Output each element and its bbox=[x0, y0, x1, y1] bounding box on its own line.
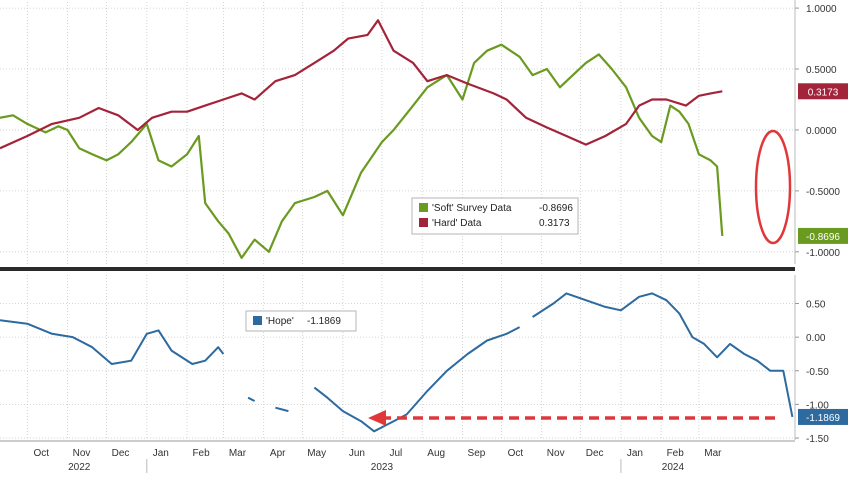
legend-value: -0.8696 bbox=[539, 203, 573, 214]
top-legend: 'Soft' Survey Data -0.8696 'Hard' Data 0.31… bbox=[411, 197, 579, 235]
y-tick-label-top: -0.5000 bbox=[806, 187, 840, 198]
grid-layer bbox=[0, 0, 799, 473]
label-layer: 1.0000 0.5000 0.0000 -0.5000 -1.0000 0.50 0.00… bbox=[33, 4, 848, 473]
x-tick-label: Jul bbox=[390, 448, 403, 459]
highlight-ellipse bbox=[754, 129, 792, 245]
legend-label: 'Hope' bbox=[266, 316, 294, 327]
bottom-legend-box bbox=[245, 310, 357, 332]
y-tick-label-bottom: -0.50 bbox=[806, 367, 829, 378]
top-legend-box bbox=[411, 197, 579, 235]
y-tick-label-bottom: -1.00 bbox=[806, 400, 829, 411]
hope-line-segment bbox=[313, 326, 521, 433]
hope-line-segment bbox=[275, 406, 289, 413]
series-layer bbox=[0, 19, 794, 433]
x-tick-label: Sep bbox=[468, 448, 486, 459]
y-tick-label-top: 0.0000 bbox=[806, 126, 837, 137]
x-tick-label: Mar bbox=[229, 448, 247, 459]
x-year-label: 2022 bbox=[68, 462, 91, 473]
y-tick-label-top: -1.0000 bbox=[806, 248, 840, 259]
legend-label: 'Soft' Survey Data bbox=[432, 203, 512, 214]
legend-swatch bbox=[419, 218, 428, 227]
hard-last-value-badge-bg bbox=[798, 83, 848, 100]
x-year-label: 2024 bbox=[662, 462, 685, 473]
hope-last-value-badge-bg bbox=[798, 408, 848, 425]
hope-last-value-badge: -1.1869 bbox=[798, 408, 848, 425]
hard-data-line bbox=[0, 19, 723, 150]
annotation-layer bbox=[368, 129, 792, 426]
hope-line-segment bbox=[247, 396, 256, 402]
panel-separator bbox=[0, 267, 795, 271]
legend-value: 0.3173 bbox=[539, 218, 570, 229]
x-tick-label: Nov bbox=[73, 448, 91, 459]
legend-layer: 'Soft' Survey Data -0.8696 'Hard' Data 0.31… bbox=[245, 197, 579, 332]
x-tick-label: Oct bbox=[33, 448, 49, 459]
x-tick-label: Jan bbox=[627, 448, 643, 459]
x-tick-label: Oct bbox=[508, 448, 524, 459]
x-tick-label: Aug bbox=[427, 448, 445, 459]
soft-last-value-badge-bg bbox=[798, 227, 848, 244]
soft-last-value-badge: -0.8696 bbox=[798, 227, 848, 244]
hope-line-segment bbox=[0, 319, 225, 365]
legend-swatch bbox=[419, 203, 428, 212]
hope-line-segment bbox=[532, 292, 794, 418]
red-dashed-arrow-head bbox=[368, 409, 386, 426]
x-tick-label: Feb bbox=[192, 448, 210, 459]
x-tick-label: Apr bbox=[270, 448, 286, 459]
y-tick-label-top: 1.0000 bbox=[806, 4, 837, 15]
hard-last-value-badge: 0.3173 bbox=[798, 83, 848, 100]
soft-last-value-badge-text: -0.8696 bbox=[806, 232, 840, 243]
x-tick-label: Dec bbox=[112, 448, 130, 459]
hard-last-value-badge-text: 0.3173 bbox=[808, 87, 839, 98]
legend-swatch bbox=[253, 316, 262, 325]
y-tick-label-top: 0.5000 bbox=[806, 65, 837, 76]
x-tick-label: Mar bbox=[704, 448, 722, 459]
x-tick-label: Nov bbox=[547, 448, 565, 459]
x-year-label: 2023 bbox=[371, 462, 394, 473]
legend-value: -1.1869 bbox=[307, 316, 341, 327]
y-tick-label-bottom: 0.00 bbox=[806, 333, 826, 344]
x-tick-label: Jan bbox=[153, 448, 169, 459]
x-tick-label: May bbox=[307, 448, 326, 459]
hope-last-value-badge-text: -1.1869 bbox=[806, 413, 840, 424]
legend-label: 'Hard' Data bbox=[432, 218, 482, 229]
x-tick-label: Jun bbox=[349, 448, 365, 459]
x-tick-label: Dec bbox=[586, 448, 604, 459]
soft-survey-line bbox=[0, 43, 724, 259]
x-tick-label: Feb bbox=[667, 448, 685, 459]
bottom-legend: 'Hope' -1.1869 bbox=[245, 310, 357, 332]
y-tick-label-bottom: 0.50 bbox=[806, 300, 826, 311]
y-tick-label-bottom: -1.50 bbox=[806, 434, 829, 445]
